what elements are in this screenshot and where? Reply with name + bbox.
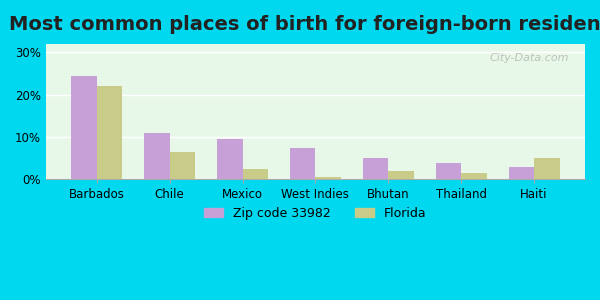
Bar [144, 133, 170, 179]
Bar [217, 139, 242, 179]
Bar [509, 167, 534, 179]
Text: City-Data.com: City-Data.com [490, 53, 569, 63]
Bar [97, 86, 122, 179]
Bar [316, 177, 341, 179]
Legend: Zip code 33982, Florida: Zip code 33982, Florida [199, 202, 432, 225]
Bar [290, 148, 316, 179]
Bar [534, 158, 560, 179]
Bar [170, 152, 195, 179]
Bar [388, 171, 414, 179]
Bar [363, 158, 388, 179]
Bar [461, 173, 487, 179]
Bar [71, 76, 97, 179]
Title: Most common places of birth for foreign-born residents: Most common places of birth for foreign-… [9, 15, 600, 34]
Bar [242, 169, 268, 179]
Bar [436, 163, 461, 179]
